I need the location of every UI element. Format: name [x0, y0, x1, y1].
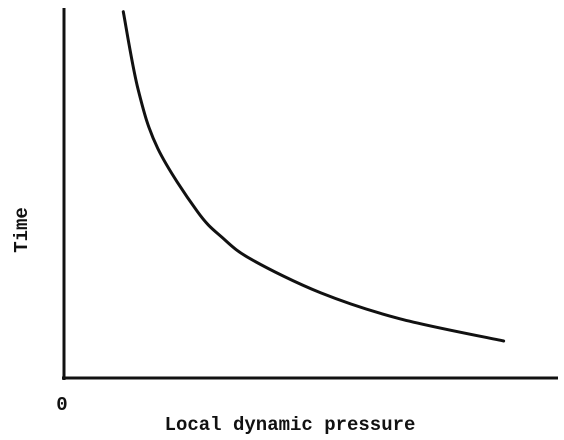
- curve: [121, 10, 506, 343]
- y-axis-label: Time: [11, 207, 33, 253]
- x-tick-label: 0: [56, 394, 67, 416]
- x-axis-label: Local dynamic pressure: [165, 414, 416, 436]
